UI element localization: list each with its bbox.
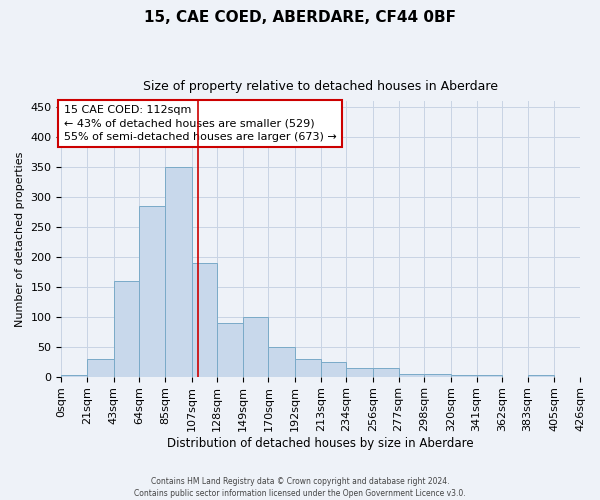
Bar: [398, 374, 424, 376]
Bar: [346, 368, 373, 376]
Text: 15 CAE COED: 112sqm
← 43% of detached houses are smaller (529)
55% of semi-detac: 15 CAE COED: 112sqm ← 43% of detached ho…: [64, 105, 337, 142]
Y-axis label: Number of detached properties: Number of detached properties: [15, 151, 25, 326]
Bar: [373, 368, 398, 376]
X-axis label: Distribution of detached houses by size in Aberdare: Distribution of detached houses by size …: [167, 437, 474, 450]
Title: Size of property relative to detached houses in Aberdare: Size of property relative to detached ho…: [143, 80, 498, 93]
Text: Contains HM Land Registry data © Crown copyright and database right 2024.
Contai: Contains HM Land Registry data © Crown c…: [134, 476, 466, 498]
Bar: [139, 206, 165, 376]
Bar: [424, 374, 451, 376]
Bar: [114, 281, 139, 376]
Bar: [87, 358, 114, 376]
Bar: [295, 358, 321, 376]
Bar: [243, 316, 268, 376]
Bar: [165, 167, 191, 376]
Bar: [217, 322, 243, 376]
Bar: [321, 362, 346, 376]
Text: 15, CAE COED, ABERDARE, CF44 0BF: 15, CAE COED, ABERDARE, CF44 0BF: [144, 10, 456, 25]
Bar: [191, 263, 217, 376]
Bar: [268, 346, 295, 376]
